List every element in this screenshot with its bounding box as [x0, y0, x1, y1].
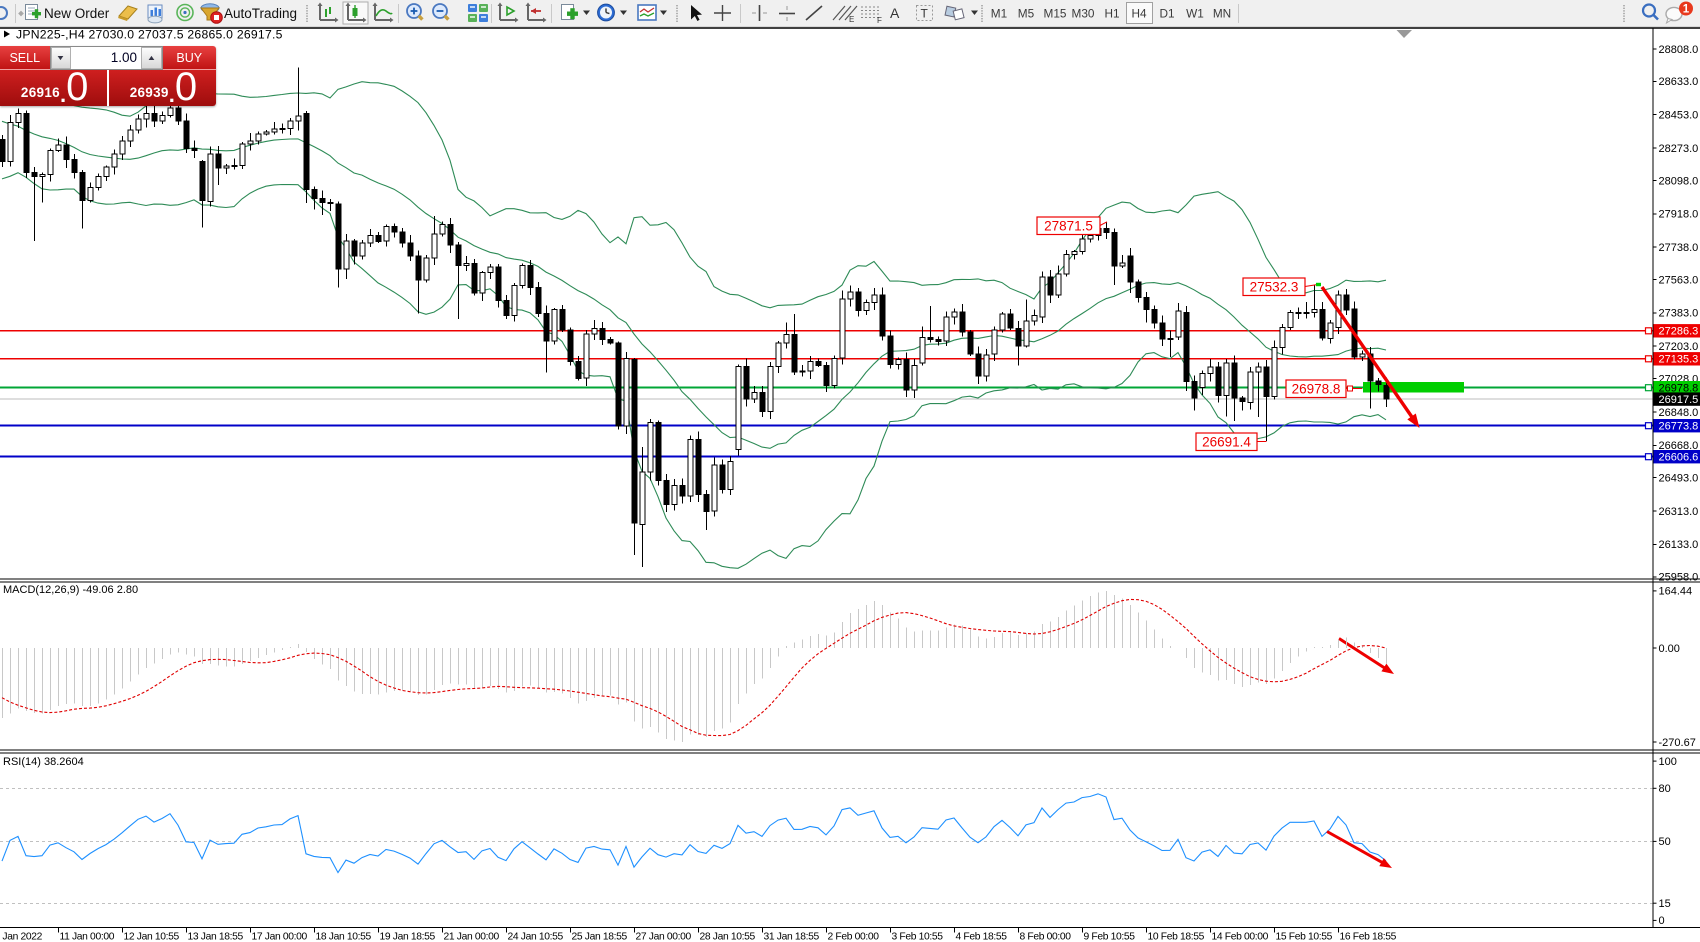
svg-text:9 Feb 10:55: 9 Feb 10:55	[1084, 932, 1136, 942]
svg-text:28808.0: 28808.0	[1659, 44, 1699, 56]
svg-text:26848.0: 26848.0	[1659, 407, 1699, 419]
svg-text:0.00: 0.00	[1659, 643, 1680, 655]
svg-text:H4: H4	[1131, 6, 1147, 20]
svg-text:T: T	[921, 7, 929, 21]
svg-text:14 Feb 00:00: 14 Feb 00:00	[1212, 932, 1269, 942]
svg-text:11 Jan 00:00: 11 Jan 00:00	[60, 932, 115, 942]
svg-text:27286.3: 27286.3	[1659, 326, 1699, 338]
svg-text:18 Jan 10:55: 18 Jan 10:55	[316, 932, 372, 942]
svg-text:MN: MN	[1213, 6, 1231, 20]
svg-text:27135.3: 27135.3	[1659, 354, 1699, 366]
svg-text:28633.0: 28633.0	[1659, 76, 1699, 88]
svg-text:D1: D1	[1159, 6, 1174, 20]
svg-text:26668.0: 26668.0	[1659, 440, 1699, 452]
svg-text:13 Jan 18:55: 13 Jan 18:55	[188, 932, 244, 942]
svg-text:28453.0: 28453.0	[1659, 110, 1699, 122]
svg-text:W1: W1	[1186, 6, 1204, 20]
svg-text:M30: M30	[1072, 6, 1095, 20]
svg-text:17 Jan 00:00: 17 Jan 00:00	[252, 932, 308, 942]
svg-text:M15: M15	[1044, 6, 1067, 20]
svg-text:AutoTrading: AutoTrading	[224, 6, 297, 21]
svg-text:27738.0: 27738.0	[1659, 242, 1699, 254]
svg-text:26978.8: 26978.8	[1292, 381, 1341, 396]
svg-text:26773.8: 26773.8	[1659, 421, 1699, 433]
svg-text:15: 15	[1659, 898, 1671, 910]
svg-text:-270.67: -270.67	[1659, 737, 1696, 749]
svg-text:16 Feb 18:55: 16 Feb 18:55	[1340, 932, 1397, 942]
svg-text:50: 50	[1659, 836, 1671, 848]
svg-text:27871.5: 27871.5	[1044, 218, 1093, 233]
svg-text:Jan 2022: Jan 2022	[2, 932, 42, 942]
svg-text:28098.0: 28098.0	[1659, 175, 1699, 187]
svg-text:E: E	[849, 15, 854, 24]
svg-text:28273.0: 28273.0	[1659, 143, 1699, 155]
svg-text:25958.0: 25958.0	[1659, 572, 1699, 584]
svg-text:27532.3: 27532.3	[1250, 279, 1299, 294]
svg-text:164.44: 164.44	[1659, 586, 1693, 598]
svg-text:27563.0: 27563.0	[1659, 274, 1699, 286]
svg-text:100: 100	[1659, 756, 1677, 768]
svg-text:F: F	[877, 16, 882, 25]
svg-text:26133.0: 26133.0	[1659, 539, 1699, 551]
svg-text:26493.0: 26493.0	[1659, 473, 1699, 485]
svg-text:28 Jan 10:55: 28 Jan 10:55	[700, 932, 756, 942]
svg-text:New Order: New Order	[44, 6, 110, 21]
svg-text:RSI(14) 38.2604: RSI(14) 38.2604	[3, 756, 84, 768]
svg-text:4 Feb 18:55: 4 Feb 18:55	[956, 932, 1008, 942]
svg-text:25 Jan 18:55: 25 Jan 18:55	[572, 932, 628, 942]
svg-text:3 Feb 10:55: 3 Feb 10:55	[892, 932, 944, 942]
svg-text:M5: M5	[1018, 6, 1035, 20]
svg-text:26313.0: 26313.0	[1659, 506, 1699, 518]
svg-text:27918.0: 27918.0	[1659, 209, 1699, 221]
svg-text:8 Feb 00:00: 8 Feb 00:00	[1020, 932, 1072, 942]
svg-text:15 Feb 10:55: 15 Feb 10:55	[1276, 932, 1333, 942]
svg-text:21 Jan 00:00: 21 Jan 00:00	[444, 932, 500, 942]
svg-text:JPN225-,H4 27030.0 27037.5 268: JPN225-,H4 27030.0 27037.5 26865.0 26917…	[16, 28, 283, 42]
svg-text:M1: M1	[991, 6, 1007, 20]
svg-text:27203.0: 27203.0	[1659, 341, 1699, 353]
svg-text:80: 80	[1659, 783, 1671, 795]
svg-text:1: 1	[1683, 4, 1690, 16]
svg-text:H1: H1	[1104, 6, 1119, 20]
svg-text:12 Jan 10:55: 12 Jan 10:55	[124, 932, 180, 942]
svg-text:27 Jan 00:00: 27 Jan 00:00	[636, 932, 692, 942]
svg-text:A: A	[890, 5, 900, 21]
svg-text:31 Jan 18:55: 31 Jan 18:55	[764, 932, 820, 942]
svg-text:MACD(12,26,9) -49.06 2.80: MACD(12,26,9) -49.06 2.80	[3, 584, 138, 596]
svg-text:26917.5: 26917.5	[1659, 394, 1699, 406]
svg-text:2 Feb 00:00: 2 Feb 00:00	[828, 932, 880, 942]
svg-text:0: 0	[1659, 915, 1665, 927]
svg-text:26691.4: 26691.4	[1202, 434, 1251, 449]
svg-text:10 Feb 18:55: 10 Feb 18:55	[1148, 932, 1205, 942]
svg-text:26606.6: 26606.6	[1659, 452, 1699, 464]
svg-text:26978.8: 26978.8	[1659, 383, 1699, 395]
svg-text:24 Jan 10:55: 24 Jan 10:55	[508, 932, 564, 942]
svg-text:19 Jan 18:55: 19 Jan 18:55	[380, 932, 436, 942]
svg-text:27383.0: 27383.0	[1659, 308, 1699, 320]
